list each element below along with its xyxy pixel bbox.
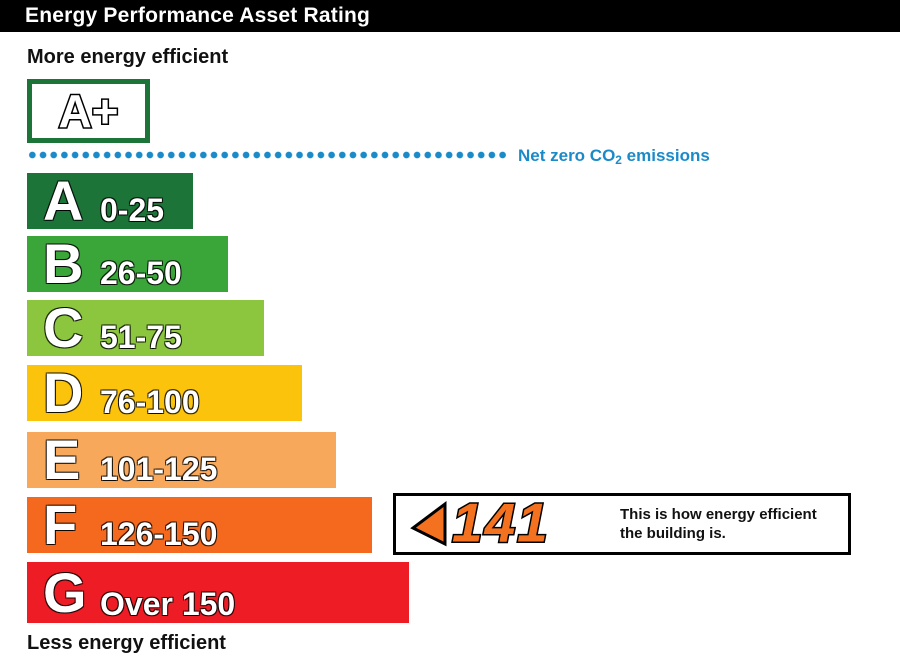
title-bar: Energy Performance Asset Rating [0,0,900,32]
rating-indicator: 141 This is how energy efficient the bui… [393,493,851,555]
net-zero-dotted-line [27,151,509,159]
band-row-g: G Over 150 [27,562,409,623]
band-row-e: E 101-125 [27,432,336,488]
band-row-c: C 51-75 [27,300,264,356]
more-efficient-label: More energy efficient [27,46,229,68]
rating-arrow-icon [410,501,447,547]
net-zero-subscript: 2 [615,153,622,167]
rating-value: 141 [451,491,550,554]
net-zero-text-pre: Net zero CO [518,146,616,165]
band-letter-g: G [43,561,87,624]
band-range-d: 76-100 [100,384,200,420]
band-row-d: D 76-100 [27,365,302,421]
band-row-a: A 0-25 [27,173,193,229]
rating-caption-line2: the building is. [620,525,726,542]
rating-caption: This is how energy efficient the buildin… [620,505,817,543]
band-range-b: 26-50 [100,255,182,291]
band-letter-b: B [43,232,84,295]
less-efficient-label: Less energy efficient [27,632,226,654]
band-row-b: B 26-50 [27,236,228,292]
band-range-c: 51-75 [100,319,182,355]
band-letter-d: D [43,361,84,424]
band-range-a: 0-25 [100,192,165,228]
band-range-g: Over 150 [100,586,236,622]
band-a-plus-label: A+ [57,85,120,137]
band-letter-e: E [43,428,81,491]
band-row-f: F 126-150 [27,497,372,553]
band-row-a-plus: A+ [27,79,150,143]
band-letter-a: A [43,169,84,232]
band-range-f: 126-150 [100,516,218,552]
rating-caption-line1: This is how energy efficient [620,506,817,523]
net-zero-label: Net zero CO2 emissions [518,146,710,170]
page-title: Energy Performance Asset Rating [25,4,371,27]
band-letter-c: C [43,296,84,359]
net-zero-text-post: emissions [621,146,710,165]
band-range-e: 101-125 [100,451,218,487]
band-letter-f: F [43,493,78,556]
